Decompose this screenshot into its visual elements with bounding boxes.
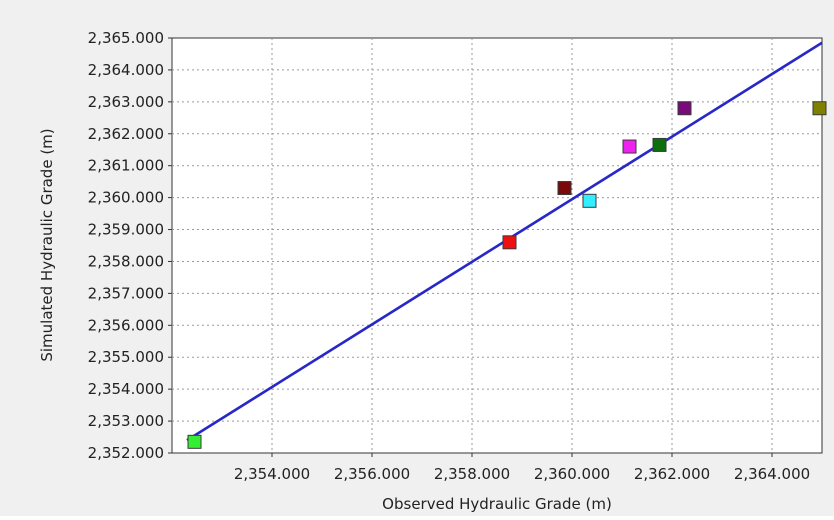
y-axis-title: Simulated Hydraulic Grade (m): [38, 128, 56, 361]
y-axis-ticks: 2,352.000 2,353.000 2,354.000 2,355.000 2,35…: [88, 29, 172, 462]
x-axis-title: Observed Hydraulic Grade (m): [382, 495, 612, 513]
x-tick-label: 2,360.000: [534, 465, 610, 483]
data-point-marker: [582, 193, 597, 208]
y-tick-label: 2,356.000: [88, 316, 164, 334]
y-tick-label: 2,360.000: [88, 189, 164, 207]
y-tick-label: 2,354.000: [88, 380, 164, 398]
x-axis-ticks: 2,354.000 2,356.000 2,358.000 2,360.000 2,36…: [234, 453, 810, 483]
y-tick-label: 2,365.000: [88, 29, 164, 47]
y-tick-label: 2,361.000: [88, 157, 164, 175]
data-point-marker: [187, 434, 202, 449]
x-tick-label: 2,362.000: [634, 465, 710, 483]
data-points: [187, 101, 827, 449]
x-tick-label: 2,354.000: [234, 465, 310, 483]
y-tick-label: 2,358.000: [88, 252, 164, 270]
data-point-marker: [502, 235, 517, 250]
data-point-marker: [652, 137, 667, 152]
data-point-marker: [812, 101, 827, 116]
x-tick-label: 2,356.000: [334, 465, 410, 483]
y-tick-label: 2,357.000: [88, 284, 164, 302]
x-tick-label: 2,358.000: [434, 465, 510, 483]
y-tick-label: 2,362.000: [88, 125, 164, 143]
y-tick-label: 2,359.000: [88, 221, 164, 239]
y-tick-label: 2,355.000: [88, 348, 164, 366]
data-point-marker: [622, 139, 637, 154]
y-tick-label: 2,364.000: [88, 61, 164, 79]
y-tick-label: 2,363.000: [88, 93, 164, 111]
y-tick-label: 2,352.000: [88, 444, 164, 462]
y-tick-label: 2,353.000: [88, 412, 164, 430]
x-tick-label: 2,364.000: [734, 465, 810, 483]
data-point-marker: [557, 181, 572, 196]
grid-lines: [172, 38, 822, 453]
data-point-marker: [677, 101, 692, 116]
